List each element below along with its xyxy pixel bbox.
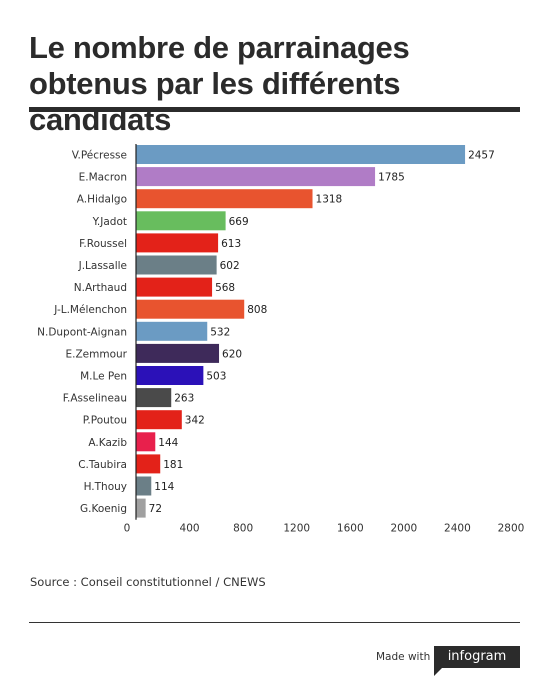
value-label: 342 (185, 415, 205, 427)
category-label: J-L.Mélenchon (53, 304, 127, 316)
value-label: 72 (149, 503, 162, 515)
category-label: H.Thouy (84, 481, 127, 493)
value-label: 263 (174, 393, 194, 405)
category-label: F.Roussel (79, 238, 127, 250)
bar[interactable] (136, 388, 172, 408)
value-label: 503 (206, 371, 226, 383)
bar[interactable] (136, 410, 182, 430)
bar[interactable] (136, 277, 213, 297)
bar[interactable] (136, 432, 156, 452)
x-tick-label: 800 (233, 523, 253, 535)
category-label: E.Macron (79, 172, 127, 184)
x-tick-label: 2800 (498, 523, 525, 535)
value-label: 1318 (316, 194, 343, 206)
source-note: Source : Conseil constitutionnel / CNEWS (30, 575, 266, 589)
category-label: C.Taubira (78, 459, 127, 471)
category-label: J.Lassalle (78, 260, 127, 272)
bar[interactable] (136, 343, 220, 363)
value-label: 808 (247, 304, 267, 316)
value-label: 568 (215, 282, 235, 294)
x-tick-label: 1600 (337, 523, 364, 535)
value-label: 620 (222, 348, 242, 360)
bar[interactable] (136, 167, 376, 187)
value-label: 669 (229, 216, 249, 228)
category-label: P.Poutou (83, 415, 127, 427)
x-tick-label: 1200 (283, 523, 310, 535)
value-label: 1785 (378, 172, 405, 184)
footer-divider (29, 622, 520, 623)
x-tick-label: 2000 (390, 523, 417, 535)
category-label: V.Pécresse (72, 150, 127, 162)
value-label: 602 (220, 260, 240, 272)
category-label: M.Le Pen (80, 371, 127, 383)
bar[interactable] (136, 454, 161, 474)
bar[interactable] (136, 321, 208, 341)
infogram-logo-tail (434, 668, 442, 676)
made-with-label: Made with (376, 651, 431, 663)
bar[interactable] (136, 498, 146, 518)
bar[interactable] (136, 299, 245, 319)
infogram-logo[interactable]: infogram (434, 646, 520, 668)
bar[interactable] (136, 476, 152, 496)
value-label: 144 (158, 437, 178, 449)
value-label: 181 (163, 459, 183, 471)
value-label: 2457 (468, 150, 495, 162)
value-label: 613 (221, 238, 241, 250)
value-label: 114 (154, 481, 174, 493)
category-label: G.Koenig (80, 503, 127, 515)
bar[interactable] (136, 255, 217, 275)
x-tick-label: 2400 (444, 523, 471, 535)
x-tick-label: 400 (180, 523, 200, 535)
category-label: N.Dupont-Aignan (37, 326, 127, 338)
bar[interactable] (136, 211, 226, 231)
category-label: E.Zemmour (66, 348, 128, 360)
title-divider (29, 107, 520, 112)
chart-title: Le nombre de parrainages obtenus par les… (29, 30, 410, 137)
bar-chart: V.Pécresse E.Macron A.Hidalgo Y.Jadot F.Rous… (37, 144, 525, 535)
value-label: 532 (210, 326, 230, 338)
bar[interactable] (136, 189, 313, 209)
bar[interactable] (136, 366, 204, 385)
category-label: A.Hidalgo (77, 194, 127, 206)
category-label: A.Kazib (88, 437, 127, 449)
bar[interactable] (136, 233, 219, 253)
category-label: Y.Jadot (92, 216, 127, 228)
x-tick-label: 0 (124, 523, 131, 535)
bar[interactable] (136, 145, 466, 164)
category-label: F.Asselineau (63, 393, 127, 405)
category-label: N.Arthaud (74, 282, 127, 294)
